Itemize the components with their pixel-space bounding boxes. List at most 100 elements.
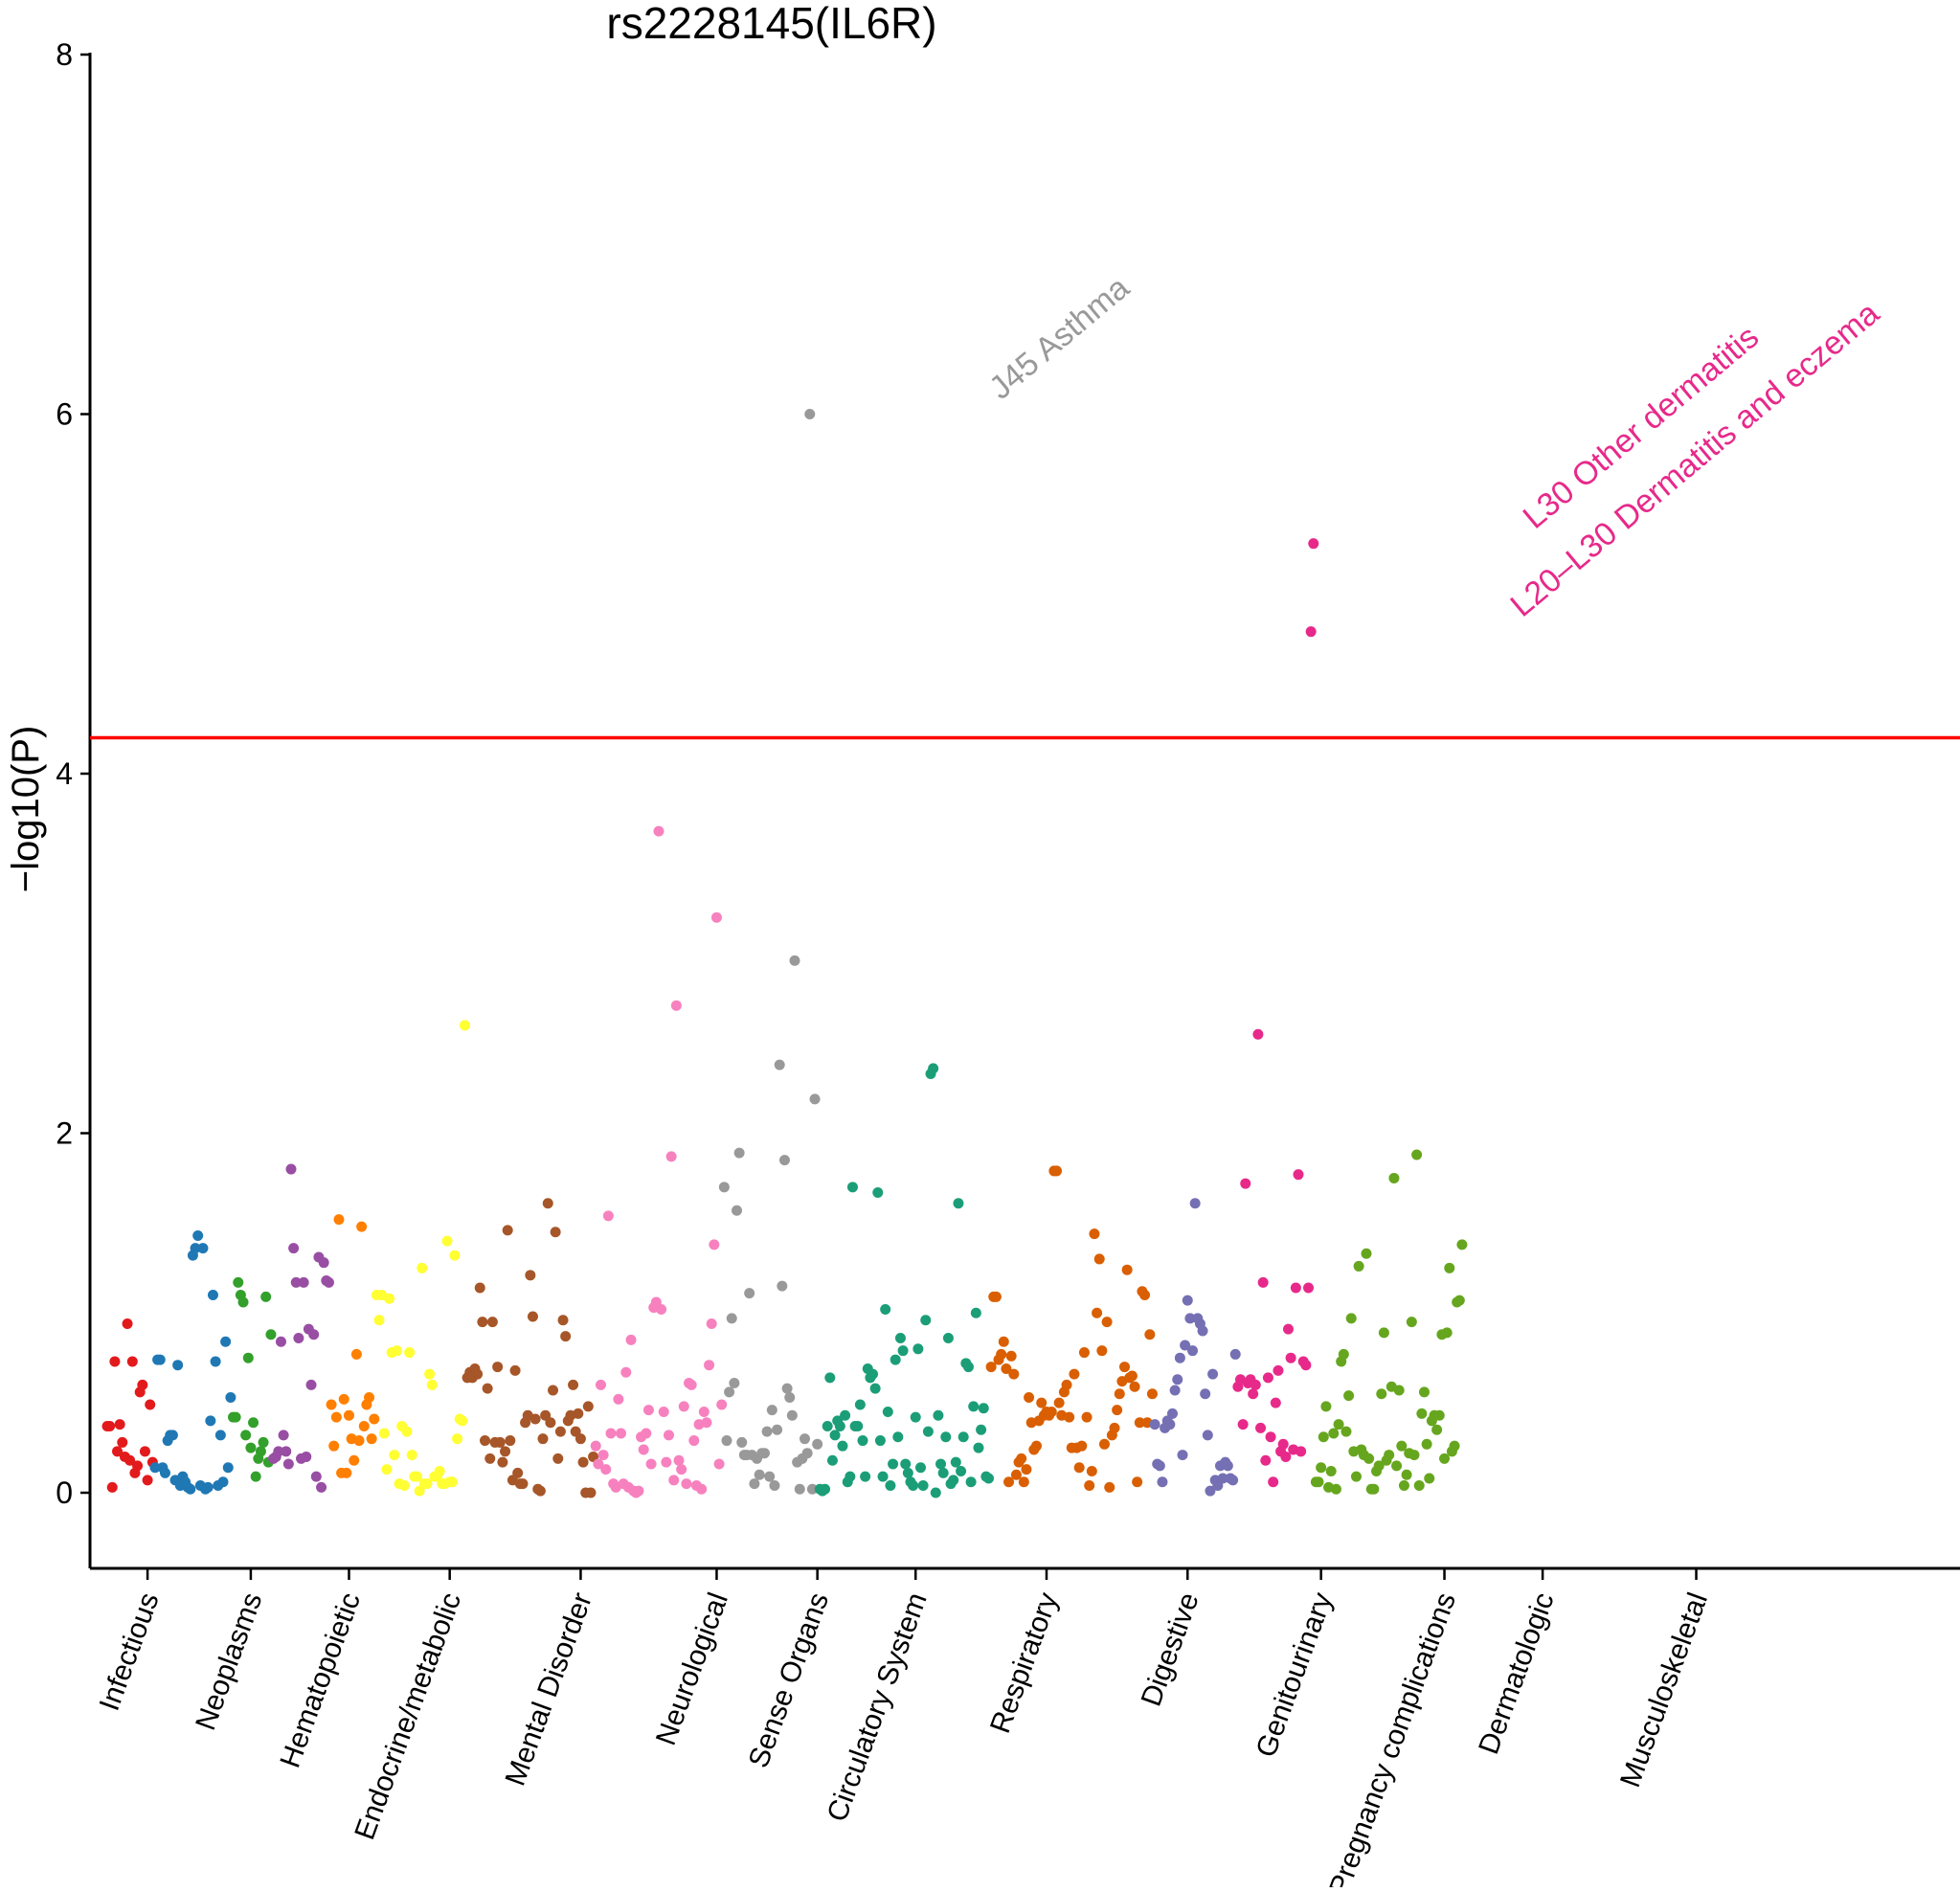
data-point — [1340, 1426, 1352, 1437]
data-point — [112, 1446, 124, 1457]
data-point — [381, 1464, 393, 1475]
data-point — [937, 1467, 949, 1478]
data-point — [477, 1317, 488, 1328]
data-point — [761, 1426, 773, 1437]
data-point — [1229, 1348, 1241, 1360]
data-point — [275, 1336, 286, 1347]
data-point — [1265, 1431, 1276, 1443]
data-point — [124, 1454, 136, 1466]
data-point — [250, 1471, 261, 1482]
data-point — [653, 825, 665, 837]
data-point — [1250, 1379, 1261, 1390]
data-point — [696, 1483, 708, 1495]
data-point — [956, 1465, 967, 1476]
data-point — [1295, 1446, 1307, 1457]
chart-title: rs2228145(IL6R) — [606, 0, 936, 48]
data-point — [605, 1428, 617, 1439]
data-point — [1073, 1462, 1085, 1474]
data-point — [1290, 1282, 1301, 1294]
data-point — [1064, 1411, 1075, 1423]
x-tick-label: Neurological — [650, 1588, 734, 1749]
data-point — [484, 1453, 496, 1464]
data-point — [978, 1403, 989, 1414]
data-point — [585, 1487, 597, 1498]
data-point — [482, 1383, 493, 1394]
data-point — [784, 1391, 796, 1403]
x-tick-label: Dermatologic — [1473, 1588, 1560, 1758]
data-point — [1248, 1388, 1259, 1400]
data-point — [794, 1483, 805, 1495]
data-point — [1132, 1476, 1143, 1488]
data-point — [953, 1198, 964, 1209]
data-point — [1252, 1028, 1264, 1040]
data-point — [242, 1352, 254, 1363]
data-point — [281, 1446, 292, 1457]
data-point — [1391, 1460, 1403, 1472]
data-point — [590, 1440, 601, 1452]
data-point — [1205, 1485, 1216, 1497]
data-point — [1456, 1239, 1468, 1250]
data-point — [593, 1458, 604, 1470]
data-point — [500, 1446, 511, 1457]
data-point — [781, 1383, 793, 1394]
data-point — [154, 1354, 166, 1365]
data-point — [1444, 1262, 1455, 1273]
data-point — [434, 1465, 445, 1476]
data-point — [449, 1250, 461, 1261]
data-point — [323, 1276, 334, 1288]
data-point — [1343, 1390, 1355, 1402]
data-point — [554, 1426, 566, 1437]
data-point — [502, 1225, 513, 1236]
data-point — [1268, 1476, 1279, 1488]
data-point — [1330, 1483, 1341, 1495]
data-point — [1408, 1450, 1420, 1461]
data-point — [1280, 1451, 1292, 1462]
data-point — [721, 1435, 732, 1447]
data-point — [480, 1435, 490, 1447]
data-point — [930, 1487, 941, 1498]
data-point — [900, 1458, 912, 1470]
data-point — [716, 1399, 728, 1410]
data-point — [550, 1227, 561, 1238]
data-point — [1172, 1374, 1183, 1385]
data-point — [486, 1317, 498, 1328]
data-point — [928, 1063, 939, 1074]
data-point — [1240, 1178, 1251, 1189]
data-point — [888, 1458, 899, 1470]
data-point — [298, 1276, 309, 1288]
data-point — [809, 1093, 821, 1105]
data-point — [673, 1454, 685, 1466]
data-point — [1328, 1428, 1340, 1439]
data-point — [1424, 1473, 1435, 1484]
data-point — [668, 1475, 680, 1486]
data-point — [474, 1282, 485, 1294]
data-point — [940, 1431, 952, 1443]
data-point — [446, 1476, 458, 1488]
data-point — [1345, 1313, 1357, 1324]
data-point — [192, 1230, 204, 1242]
data-point — [308, 1329, 320, 1340]
data-point — [806, 1483, 818, 1495]
data-point — [441, 1235, 453, 1247]
data-point — [769, 1479, 780, 1491]
data-point — [1119, 1362, 1131, 1373]
data-point — [282, 1458, 294, 1470]
data-point — [117, 1436, 128, 1448]
data-point — [273, 1446, 284, 1457]
data-point — [222, 1462, 234, 1474]
data-point — [452, 1433, 463, 1445]
data-point — [890, 1354, 901, 1365]
data-point — [293, 1333, 304, 1344]
data-point — [1277, 1438, 1289, 1450]
data-point — [688, 1435, 700, 1447]
data-point — [197, 1243, 209, 1254]
data-point — [210, 1356, 221, 1367]
data-point — [985, 1362, 997, 1373]
data-point — [1361, 1248, 1372, 1259]
data-point — [1363, 1453, 1375, 1464]
data-point — [527, 1311, 538, 1322]
data-point — [804, 409, 816, 419]
data-point — [1069, 1368, 1080, 1380]
data-point — [494, 1436, 506, 1448]
data-point — [1270, 1397, 1281, 1408]
